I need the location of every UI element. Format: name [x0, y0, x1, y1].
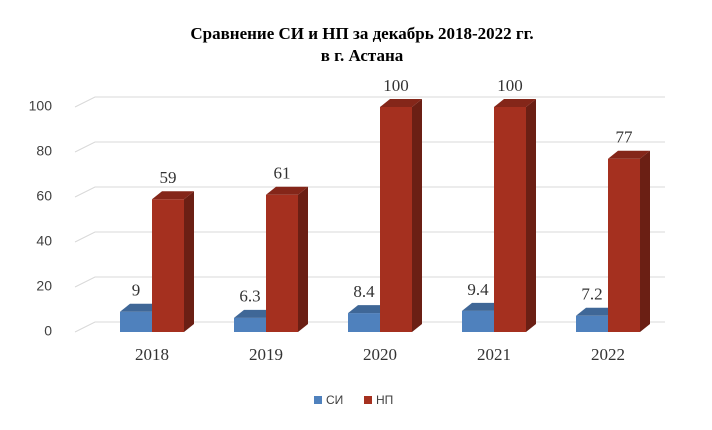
grid-line [74, 231, 665, 243]
bar-side [412, 99, 422, 332]
bar-front [608, 158, 640, 332]
bar-top [576, 307, 618, 316]
x-tick-label: 2021 [477, 345, 511, 364]
data-label: 100 [497, 76, 523, 95]
grid-line [74, 276, 665, 288]
bar-front [234, 317, 266, 332]
bar-top [348, 305, 390, 314]
bar-front [494, 107, 526, 332]
chart-title: Сравнение СИ и НП за декабрь 2018-2022 г… [190, 24, 533, 43]
data-label: 7.2 [581, 285, 602, 304]
y-tick-label: 60 [36, 188, 52, 204]
grid-line [74, 141, 665, 153]
data-label: 100 [383, 76, 409, 95]
bar-top [266, 186, 308, 195]
legend-swatch [364, 396, 372, 404]
bar-front [380, 107, 412, 332]
bar-front [152, 199, 184, 332]
y-tick-label: 100 [29, 98, 53, 114]
legend-label: НП [376, 393, 393, 407]
grid-line [74, 186, 665, 198]
chart-subtitle: в г. Астана [321, 46, 404, 65]
data-label: 8.4 [353, 282, 375, 301]
data-label: 9.4 [467, 280, 489, 299]
bar-top [494, 99, 536, 107]
x-tick-label: 2018 [135, 345, 169, 364]
y-tick-label: 0 [44, 323, 52, 339]
bar-top [234, 309, 276, 318]
x-tick-label: 2022 [591, 345, 625, 364]
x-tick-label: 2019 [249, 345, 283, 364]
bar-top [120, 303, 162, 312]
bar-front [576, 315, 608, 332]
bar-top [152, 191, 194, 200]
legend-swatch [314, 396, 322, 404]
bar-top [462, 302, 504, 311]
data-label: 61 [274, 164, 291, 183]
bar-front [462, 310, 494, 332]
data-label: 6.3 [239, 287, 260, 306]
y-tick-label: 20 [36, 278, 52, 294]
bar-front [266, 194, 298, 332]
y-tick-label: 80 [36, 143, 52, 159]
data-label: 9 [132, 281, 141, 300]
x-tick-label: 2020 [363, 345, 397, 364]
bar-top [380, 99, 422, 107]
data-label: 77 [616, 128, 634, 147]
bar-side [298, 186, 308, 332]
bar-front [348, 313, 380, 332]
bar-side [640, 150, 650, 332]
bar-top [608, 150, 650, 159]
bar-side [184, 191, 194, 332]
legend-label: СИ [326, 393, 343, 407]
data-label: 59 [160, 168, 177, 187]
y-tick-label: 40 [36, 233, 52, 249]
bar-side [526, 99, 536, 332]
bar-front [120, 311, 152, 332]
grid-line [74, 96, 665, 108]
